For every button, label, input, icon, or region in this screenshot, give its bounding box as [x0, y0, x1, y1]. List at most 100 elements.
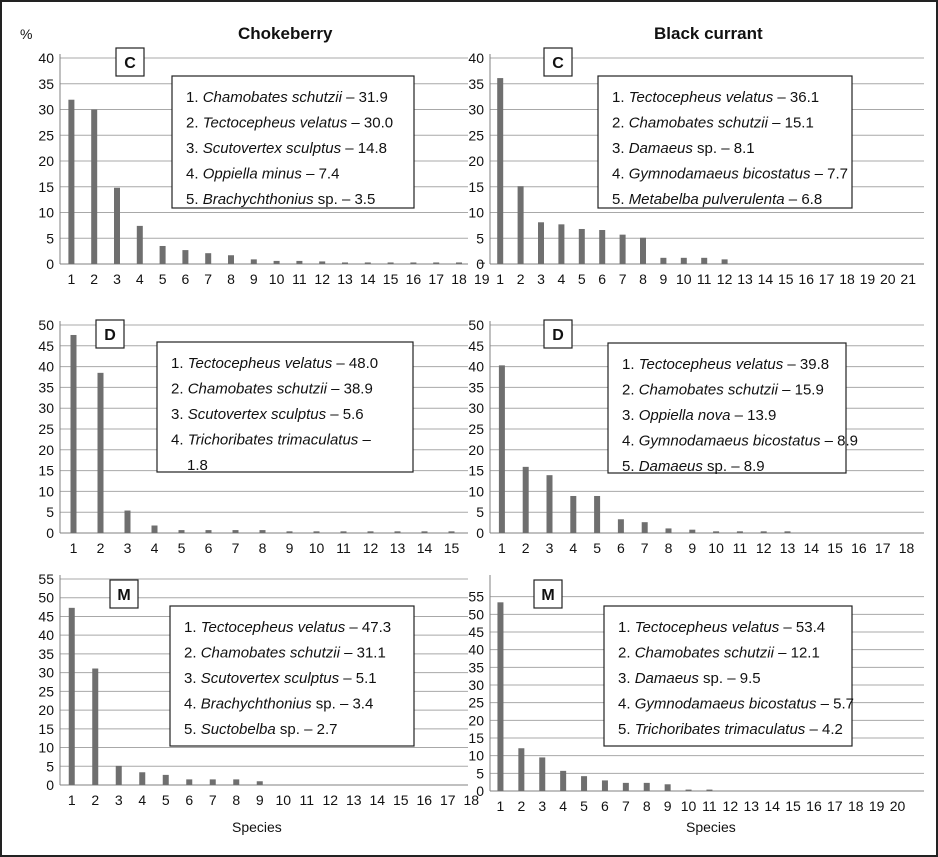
y-tick-label: 10: [468, 748, 484, 764]
x-tick-label: 9: [664, 798, 672, 814]
bar: [367, 531, 374, 533]
y-tick-label: 5: [46, 230, 54, 246]
legend-entry: 5. Suctobelba sp. – 2.7: [184, 721, 337, 738]
x-tick-label: 5: [159, 271, 167, 287]
y-tick-label: 40: [468, 359, 484, 375]
legend-entry: 4. Trichoribates trimaculatus –: [171, 432, 371, 449]
bar: [186, 779, 193, 785]
x-tick-label: 18: [463, 792, 479, 808]
x-tick-label: 5: [178, 540, 186, 556]
x-tick-label: 3: [115, 792, 123, 808]
x-axis-label-chokeberry: Species: [232, 819, 282, 835]
bar: [706, 789, 713, 791]
x-tick-label: 17: [428, 271, 444, 287]
x-tick-label: 19: [860, 271, 876, 287]
bar: [456, 262, 462, 264]
legend-entry: 5. Damaeus sp. – 8.9: [622, 458, 765, 475]
y-tick-label: 40: [38, 359, 54, 375]
bar: [364, 262, 371, 264]
y-tick-label: 20: [38, 442, 54, 458]
bar: [641, 522, 648, 533]
x-tick-label: 17: [819, 271, 835, 287]
bar: [660, 257, 667, 264]
x-tick-label: 13: [337, 271, 353, 287]
x-tick-label: 8: [259, 540, 267, 556]
x-tick-label: 7: [209, 792, 217, 808]
x-tick-label: 9: [688, 540, 696, 556]
x-tick-label: 9: [250, 271, 258, 287]
bar: [558, 224, 565, 264]
x-tick-label: 14: [804, 540, 820, 556]
panel-letter-box: [543, 47, 573, 77]
x-tick-label: 16: [851, 540, 867, 556]
legend-entry: 2. Chamobates schutzii – 15.1: [612, 115, 814, 132]
x-tick-label: 17: [875, 540, 891, 556]
y-tick-label: 10: [468, 205, 484, 221]
x-tick-label: 17: [827, 798, 843, 814]
x-tick-label: 15: [444, 540, 460, 556]
bar: [619, 234, 626, 264]
bar: [342, 262, 348, 264]
bar: [228, 255, 234, 264]
x-tick-label: 21: [900, 271, 916, 287]
x-tick-label: 7: [641, 540, 649, 556]
bar: [546, 475, 553, 533]
bar: [259, 530, 266, 533]
bar: [539, 757, 546, 791]
bar: [601, 780, 608, 791]
legend-entry: 4. Gymnodamaeus bicostatus – 7.7: [612, 166, 848, 183]
x-tick-label: 12: [756, 540, 772, 556]
x-tick-label: 12: [363, 540, 379, 556]
bar: [256, 781, 263, 785]
legend-entry: 2. Tectocepheus velatus – 30.0: [186, 115, 393, 132]
bar: [151, 525, 158, 533]
x-tick-label: 13: [390, 540, 406, 556]
x-tick-label: 9: [286, 540, 294, 556]
x-tick-label: 15: [785, 798, 801, 814]
y-tick-label: 50: [468, 606, 484, 622]
y-tick-label: 35: [38, 379, 54, 395]
y-tick-label: 30: [468, 102, 484, 118]
y-tick-label: 0: [476, 783, 484, 799]
y-tick-label: 45: [468, 624, 484, 640]
bar: [578, 228, 585, 264]
y-tick-label: 20: [468, 442, 484, 458]
y-tick-label: 50: [38, 590, 54, 606]
bar: [115, 765, 122, 785]
x-tick-label: 15: [383, 271, 399, 287]
legend-entry: 3. Scutovertex sculptus – 5.1: [184, 670, 377, 687]
y-tick-label: 40: [468, 642, 484, 658]
x-tick-label: 13: [737, 271, 753, 287]
x-tick-label: 6: [598, 271, 606, 287]
bar: [518, 748, 525, 791]
x-tick-label: 20: [880, 271, 896, 287]
legend-box: [597, 75, 853, 209]
bar: [760, 531, 767, 533]
legend-entry: 2. Chamobates schutzii – 31.1: [184, 645, 386, 662]
panel-letter-box: [95, 319, 125, 349]
bar: [538, 222, 544, 264]
legend-entry: 1. Tectocepheus velatus – 47.3: [184, 619, 391, 636]
bar: [421, 531, 428, 533]
y-tick-label: 30: [468, 677, 484, 693]
bar: [701, 257, 708, 264]
bar: [517, 186, 524, 264]
legend-box: [169, 605, 415, 747]
legend-entry: 3. Scutovertex sculptus – 5.6: [171, 406, 364, 423]
x-tick-label: 3: [124, 540, 132, 556]
bar: [124, 510, 131, 533]
bar: [97, 372, 104, 533]
x-tick-label: 2: [90, 271, 98, 287]
legend-entry: 2. Chamobates schutzii – 12.1: [618, 645, 820, 662]
y-tick-label: 0: [46, 525, 54, 541]
bar: [522, 466, 529, 533]
x-tick-label: 18: [848, 798, 864, 814]
x-tick-label: 5: [578, 271, 586, 287]
bar: [209, 779, 216, 785]
x-tick-label: 4: [559, 798, 567, 814]
x-tick-label: 11: [292, 271, 307, 287]
y-tick-label: 45: [38, 338, 54, 354]
x-tick-label: 4: [558, 271, 566, 287]
